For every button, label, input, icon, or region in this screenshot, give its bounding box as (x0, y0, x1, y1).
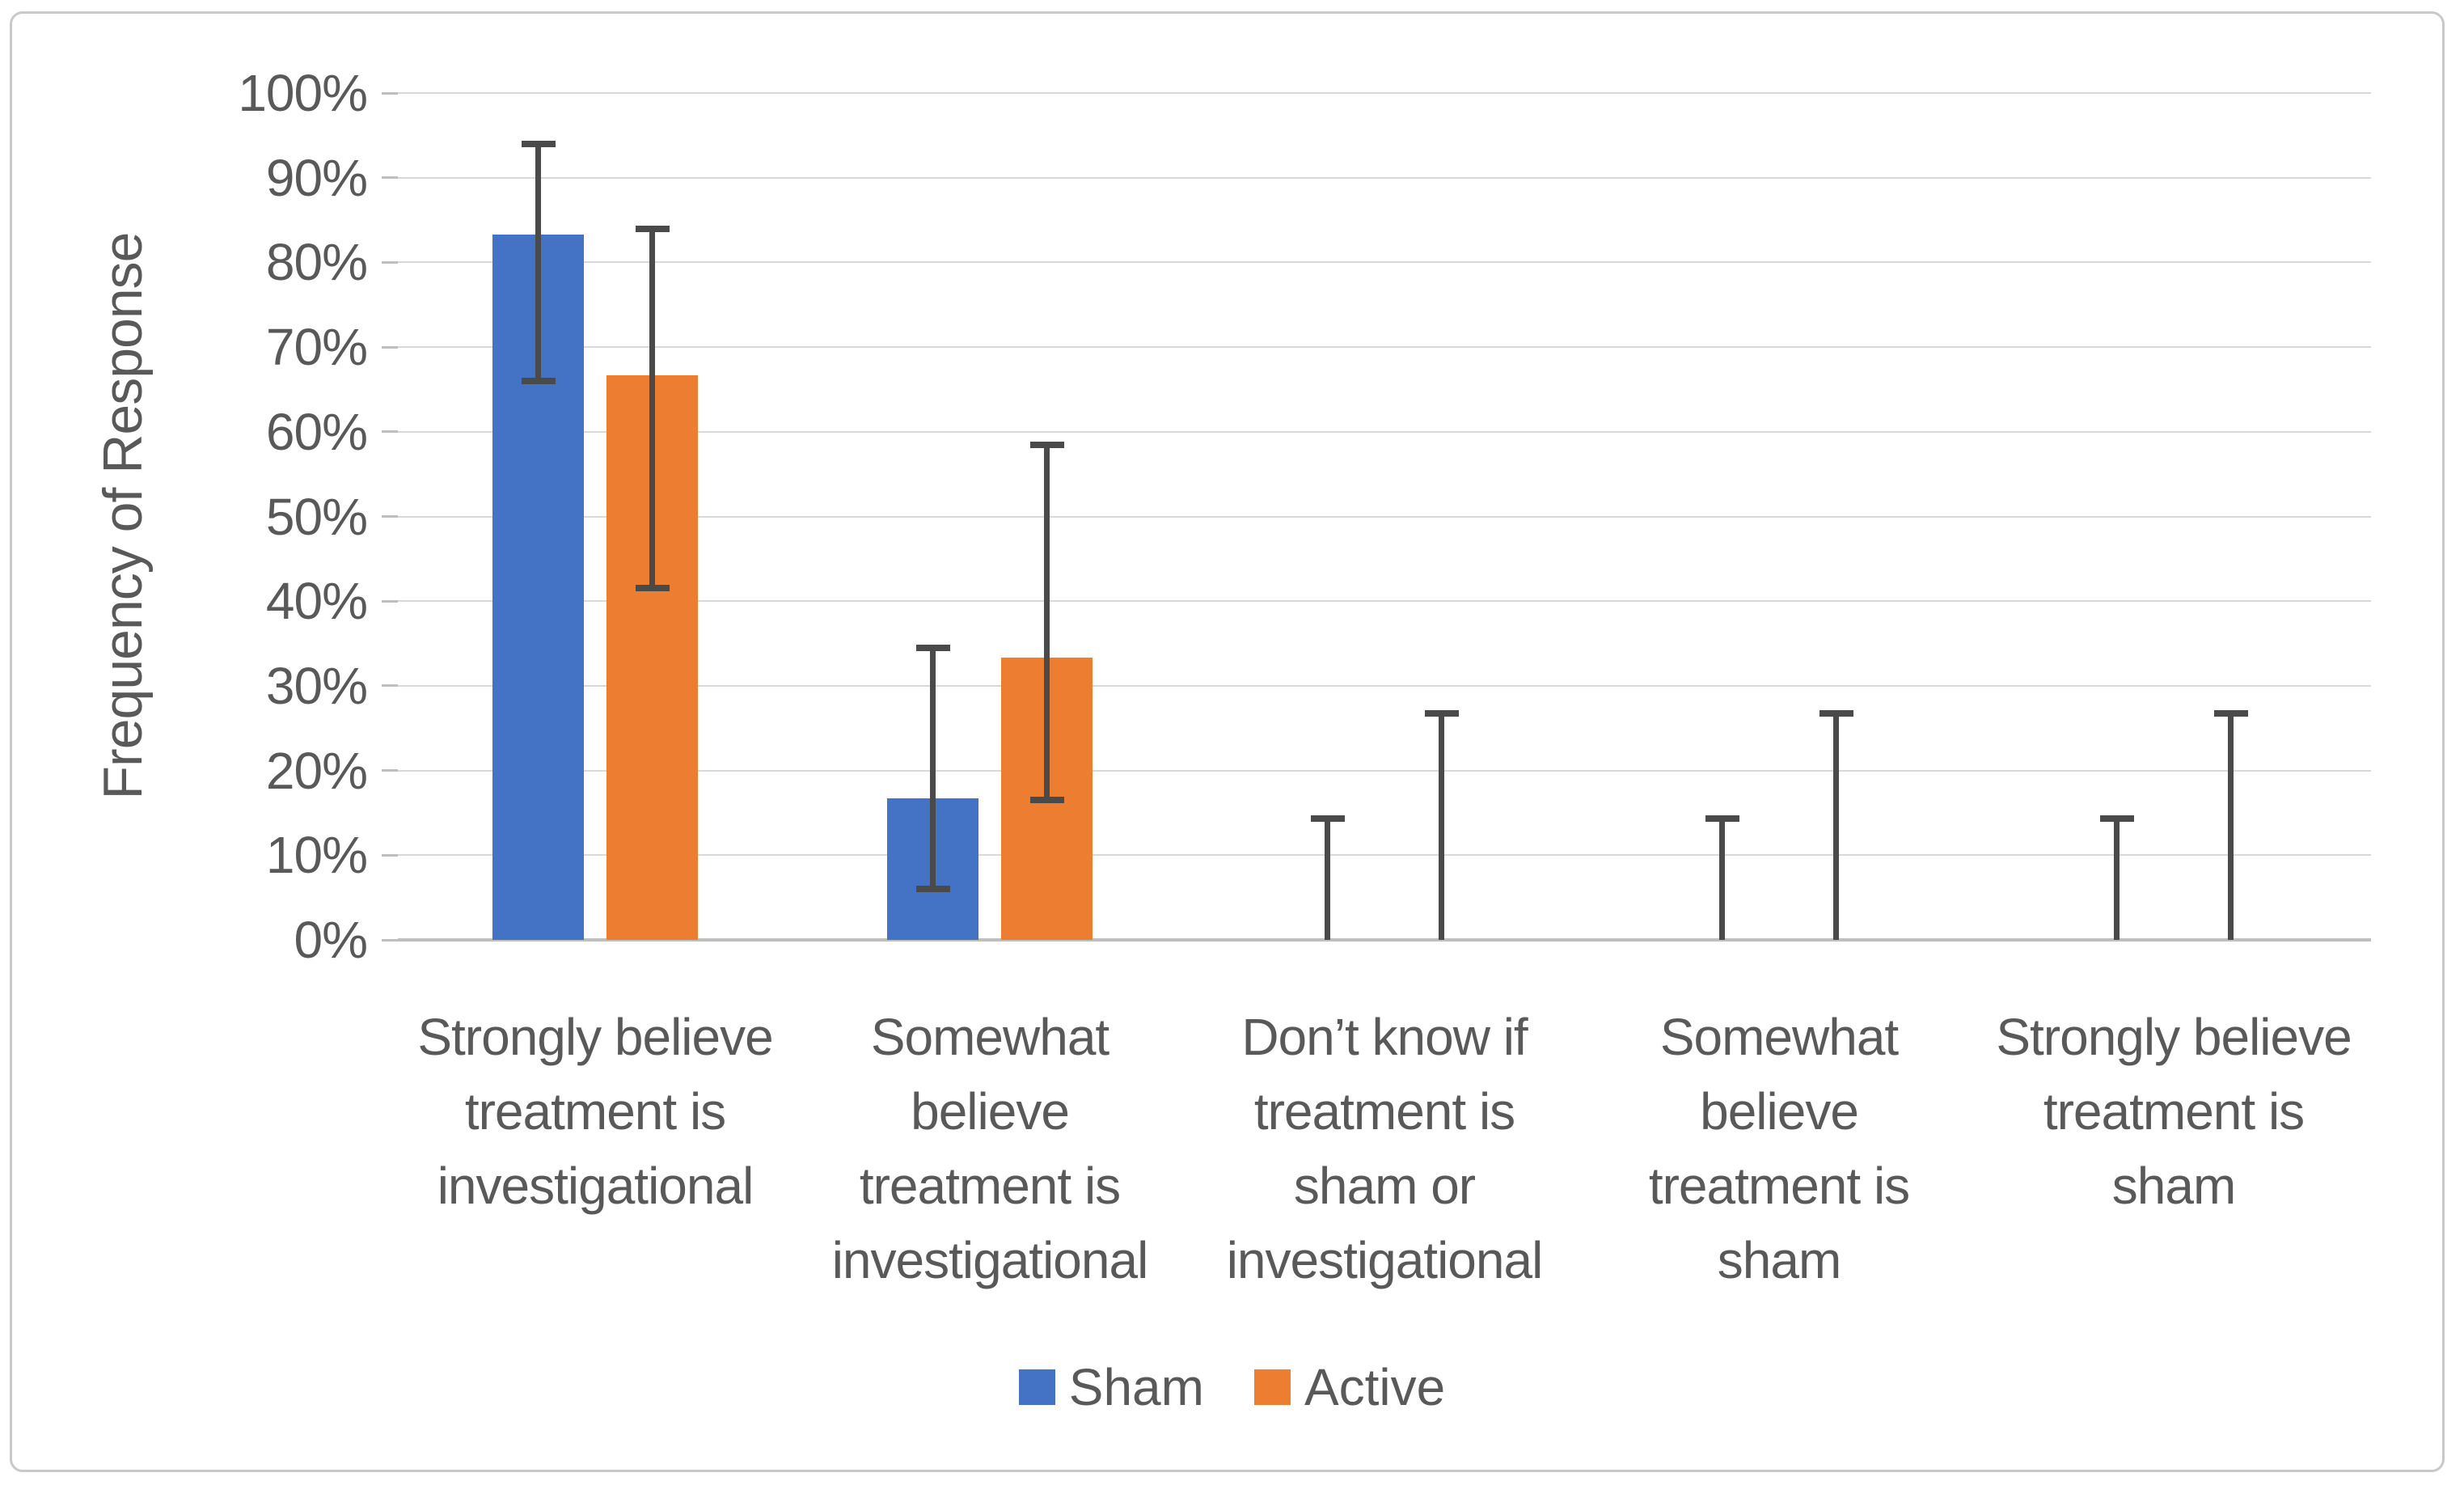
error-bar-active-1 (649, 228, 655, 589)
gridline (398, 261, 2371, 264)
y-axis-tick-label: 70% (265, 318, 368, 377)
y-axis-tick-label: 20% (265, 741, 368, 800)
error-bar-sham-4 (1719, 819, 1725, 940)
error-bar-active-5 (2228, 713, 2234, 940)
y-axis-tick-label: 100% (238, 64, 368, 122)
y-axis-tick (382, 176, 398, 180)
error-bar-active-4 (1833, 713, 1839, 940)
legend-swatch-active (1253, 1369, 1291, 1405)
error-bar-cap-top (1819, 710, 1853, 717)
category-label-line: Strongly believe (417, 1008, 773, 1066)
legend-swatch-sham (1018, 1369, 1055, 1405)
category-label-line: investigational (831, 1231, 1149, 1289)
category-label-3: Don’t know if treatment is sham or investig… (1187, 1000, 1582, 1297)
category-label-line: investigational (437, 1157, 754, 1215)
error-bar-cap-top (2099, 815, 2134, 823)
y-axis-tick (382, 684, 398, 688)
y-axis-tick-label: 60% (265, 402, 368, 461)
y-axis-tick-label: 30% (265, 656, 368, 715)
error-bar-cap-bottom (915, 886, 950, 893)
category-label-line: treatment is (2043, 1082, 2305, 1140)
x-axis-line (398, 938, 2371, 942)
gridline (398, 92, 2371, 94)
category-label-2: Somewhat believe treatment is investigation… (792, 1000, 1187, 1297)
error-bar-cap-bottom (635, 585, 670, 592)
y-axis-tick (382, 515, 398, 518)
error-bar-cap-top (521, 140, 556, 147)
error-bar-cap-top (1705, 815, 1739, 823)
error-bar-cap-top (2213, 710, 2248, 717)
error-bar-sham-1 (535, 143, 541, 381)
error-bar-cap-top (1029, 441, 1064, 448)
gridline (398, 600, 2371, 603)
y-axis-tick-label: 50% (265, 487, 368, 546)
category-label-line: sham or (1293, 1157, 1476, 1215)
y-axis-tick (382, 260, 398, 264)
gridline (398, 515, 2371, 518)
y-axis-tick-label: 10% (265, 826, 368, 885)
category-label-line: Strongly believe (1996, 1008, 2352, 1066)
category-label-line: investigational (1226, 1231, 1544, 1289)
error-bar-sham-5 (2114, 819, 2120, 940)
error-bar-active-2 (1044, 444, 1050, 801)
y-axis-tick (382, 938, 398, 942)
error-bar-cap-top (635, 225, 670, 232)
category-label-line: believe (911, 1082, 1070, 1140)
error-bar-cap-top (915, 644, 950, 651)
y-axis-tick-label: 0% (294, 911, 369, 969)
error-bar-sham-3 (1325, 819, 1330, 940)
gridline (398, 430, 2371, 433)
gridline (398, 854, 2371, 857)
category-label-line: Somewhat (870, 1008, 1109, 1066)
y-axis-tick (382, 430, 398, 434)
category-label-line: Don’t know if (1241, 1008, 1528, 1066)
y-axis-tick (382, 345, 398, 349)
gridline (398, 346, 2371, 349)
category-label-line: treatment is (859, 1157, 1121, 1215)
legend-label-sham: Sham (1068, 1358, 1204, 1416)
category-label-line: Somewhat (1659, 1008, 1899, 1066)
category-label-line: treatment is (1648, 1157, 1910, 1215)
category-label-5: Strongly believe treatment is sham (1976, 1000, 2371, 1223)
y-axis-tick-label: 40% (265, 572, 368, 631)
category-label-1: Strongly believe treatment is investigatio… (398, 1000, 792, 1223)
error-bar-active-3 (1439, 713, 1444, 940)
error-bar-cap-bottom (1029, 797, 1064, 804)
error-bar-cap-bottom (521, 377, 556, 384)
error-bar-sham-2 (930, 647, 936, 890)
category-label-line: believe (1700, 1082, 1859, 1140)
y-axis-tick-label: 90% (265, 148, 368, 207)
category-label-4: Somewhat believe treatment is sham (1582, 1000, 1976, 1297)
category-label-line: sham (2111, 1157, 2237, 1215)
gridline (398, 684, 2371, 687)
error-bar-cap-top (1424, 710, 1459, 717)
y-axis-tick (382, 599, 398, 603)
category-label-line: sham (1717, 1231, 1842, 1289)
chart-frame (10, 11, 2445, 1472)
y-axis-tick (382, 769, 398, 772)
gridline (398, 176, 2371, 179)
category-label-line: treatment is (1253, 1082, 1515, 1140)
gridline (398, 769, 2371, 772)
legend-label-active: Active (1304, 1358, 1446, 1416)
y-axis-tick (382, 91, 398, 95)
legend-item-active: Active (1253, 1357, 1446, 1417)
error-bar-cap-top (1310, 815, 1345, 823)
y-axis-tick-label: 80% (265, 233, 368, 292)
y-axis-tick (382, 853, 398, 857)
legend: Sham Active (0, 1357, 2464, 1417)
legend-item-sham: Sham (1018, 1357, 1204, 1417)
category-label-line: treatment is (464, 1082, 726, 1140)
